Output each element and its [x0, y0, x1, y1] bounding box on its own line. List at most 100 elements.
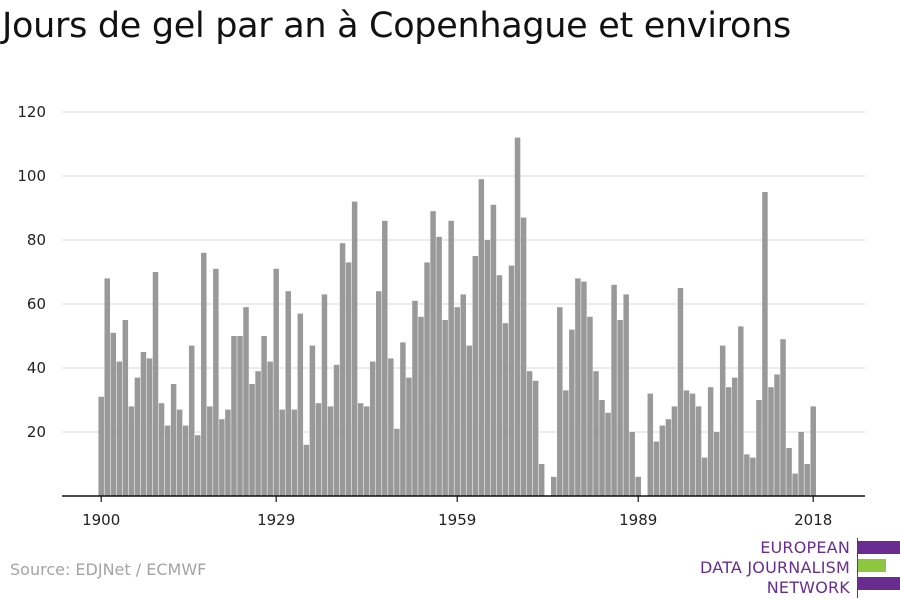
bar-1993 — [659, 425, 666, 496]
bar-1912 — [170, 384, 177, 496]
x-tick-label-1989: 1989 — [619, 511, 657, 529]
bar-1955 — [430, 211, 436, 496]
bar-1979 — [575, 278, 581, 496]
bar-1917 — [201, 252, 207, 496]
bar-1983 — [599, 400, 605, 496]
bar-1972 — [532, 380, 539, 496]
x-tick-label-1959: 1959 — [438, 511, 476, 529]
bar-2000 — [701, 457, 708, 496]
bar-1980 — [581, 281, 587, 496]
bar-1920 — [219, 419, 225, 496]
bar-1932 — [291, 409, 298, 496]
logo-bar-purple-top — [858, 541, 900, 554]
bar-1977 — [563, 390, 569, 496]
bar-1908 — [146, 358, 153, 496]
bar-1951 — [406, 377, 412, 496]
logo-bar-purple-bottom — [858, 577, 900, 590]
bar-1926 — [255, 371, 261, 496]
bar-1900 — [98, 396, 104, 496]
x-tick-label-2018: 2018 — [794, 511, 832, 529]
y-tick-label-40: 40 — [27, 359, 46, 377]
bar-2004 — [725, 387, 732, 496]
bar-1914 — [182, 425, 189, 496]
bar-1945 — [369, 361, 376, 496]
bar-1933 — [297, 313, 304, 496]
bar-1944 — [363, 406, 370, 496]
bar-1970 — [520, 217, 527, 496]
bar-1952 — [412, 300, 418, 496]
bar-2002 — [713, 432, 720, 496]
bar-2014 — [786, 448, 792, 496]
chart-title: Jours de gel par an à Copenhague et envi… — [2, 6, 791, 46]
bar-2009 — [756, 400, 762, 496]
bar-1913 — [176, 409, 183, 496]
bar-1998 — [689, 393, 696, 496]
bar-1919 — [213, 268, 219, 496]
bar-1907 — [140, 352, 147, 496]
bar-1927 — [261, 336, 267, 496]
bar-2011 — [768, 387, 774, 496]
bar-1963 — [478, 179, 485, 496]
bar-1967 — [502, 323, 509, 496]
bar-2013 — [780, 339, 786, 496]
bar-1929 — [273, 268, 279, 496]
bar-1915 — [188, 345, 195, 496]
bar-1956 — [436, 236, 442, 497]
bar-1918 — [207, 406, 213, 496]
bar-1985 — [611, 284, 617, 496]
bar-1965 — [490, 204, 497, 497]
logo-bar-green — [858, 559, 886, 572]
x-tick-label-1900: 1900 — [82, 511, 120, 529]
bar-1910 — [158, 403, 165, 496]
bar-1981 — [587, 316, 593, 496]
bar-2017 — [804, 464, 810, 496]
logo-line-1: EUROPEAN — [760, 538, 850, 557]
bar-1966 — [496, 275, 503, 496]
bar-1987 — [623, 294, 629, 496]
edjnet-logo: EUROPEAN DATA JOURNALISM NETWORK — [700, 538, 900, 598]
bar-1903 — [116, 361, 123, 496]
bar-2007 — [744, 454, 750, 496]
bar-1931 — [285, 291, 291, 496]
bar-1949 — [394, 428, 400, 496]
bar-1976 — [557, 307, 563, 496]
bar-1961 — [466, 345, 473, 496]
bar-1924 — [243, 307, 249, 496]
bar-1996 — [677, 288, 684, 496]
bar-1982 — [593, 371, 599, 496]
bar-1930 — [279, 409, 285, 496]
bar-1962 — [472, 256, 479, 496]
bar-1947 — [382, 220, 388, 497]
bar-1901 — [104, 278, 110, 496]
bar-1950 — [400, 342, 406, 496]
bar-1905 — [128, 406, 135, 496]
bar-1922 — [231, 336, 237, 496]
bar-1934 — [303, 444, 310, 496]
bar-1969 — [514, 137, 521, 496]
bar-1968 — [508, 265, 515, 496]
bar-1995 — [671, 406, 678, 496]
y-tick-label-100: 100 — [17, 167, 46, 185]
bar-1958 — [448, 220, 454, 497]
bar-1992 — [653, 441, 660, 496]
bar-1989 — [635, 476, 641, 496]
bar-1986 — [617, 320, 623, 496]
bar-1957 — [442, 320, 448, 496]
bar-2008 — [750, 457, 756, 496]
bar-1991 — [647, 393, 654, 496]
y-tick-label-120: 120 — [17, 103, 46, 121]
bar-1923 — [237, 336, 243, 496]
bars — [98, 137, 816, 497]
bar-1999 — [695, 406, 702, 496]
bar-1925 — [249, 384, 255, 496]
bar-1948 — [388, 358, 394, 496]
bar-2010 — [762, 192, 768, 496]
bar-1937 — [321, 294, 328, 496]
bar-1953 — [418, 316, 424, 496]
bar-1911 — [164, 425, 171, 496]
bar-1939 — [333, 364, 340, 496]
logo-divider — [857, 538, 858, 598]
source-note: Source: EDJNet / ECMWF — [10, 560, 207, 579]
bar-2018 — [810, 406, 816, 496]
